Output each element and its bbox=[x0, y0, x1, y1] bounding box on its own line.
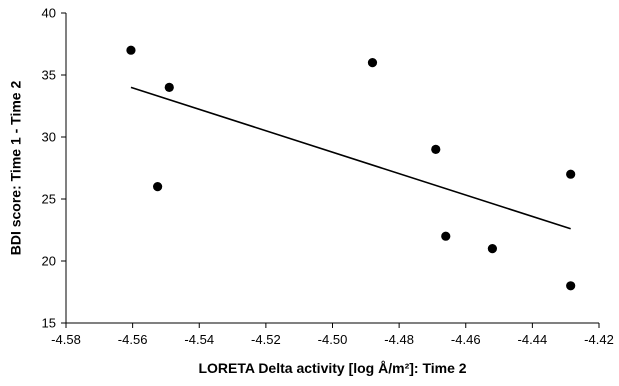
y-tick-label: 20 bbox=[42, 254, 56, 269]
data-point bbox=[566, 281, 576, 291]
x-axis-title: LORETA Delta activity [log Å/m²]: Time 2 bbox=[198, 360, 466, 376]
data-point bbox=[126, 45, 136, 55]
x-tick-label: -4.52 bbox=[251, 332, 281, 347]
x-tick-label: -4.46 bbox=[451, 332, 481, 347]
trendline bbox=[130, 86, 571, 230]
data-point bbox=[431, 144, 441, 154]
axes: 15 20 25 30 35 40 -4.58 -4.56 -4.54 -4.52 -4.50 -4.… bbox=[42, 6, 614, 348]
x-tick-label: -4.44 bbox=[518, 332, 548, 347]
points-group bbox=[126, 45, 576, 291]
x-tick-label: -4.58 bbox=[51, 332, 81, 347]
x-tick-label: -4.54 bbox=[184, 332, 214, 347]
data-point bbox=[153, 182, 163, 192]
y-tick-label: 30 bbox=[42, 130, 56, 145]
y-axis-title: BDI score: Time 1 - Time 2 bbox=[8, 81, 24, 256]
data-point bbox=[487, 244, 497, 254]
trendline-group bbox=[130, 86, 571, 230]
x-tick-label: -4.42 bbox=[584, 332, 614, 347]
data-point bbox=[367, 58, 378, 68]
y-tick-label: 35 bbox=[42, 68, 56, 83]
x-tick-label: -4.50 bbox=[318, 332, 348, 347]
data-point bbox=[164, 82, 174, 92]
data-point bbox=[441, 231, 451, 241]
x-tick-label: -4.48 bbox=[384, 332, 414, 347]
y-tick-label: 40 bbox=[42, 6, 56, 21]
x-tick-label: -4.56 bbox=[118, 332, 148, 347]
y-tick-label: 15 bbox=[42, 316, 56, 331]
data-point bbox=[566, 169, 576, 179]
y-tick-label: 25 bbox=[42, 192, 56, 207]
